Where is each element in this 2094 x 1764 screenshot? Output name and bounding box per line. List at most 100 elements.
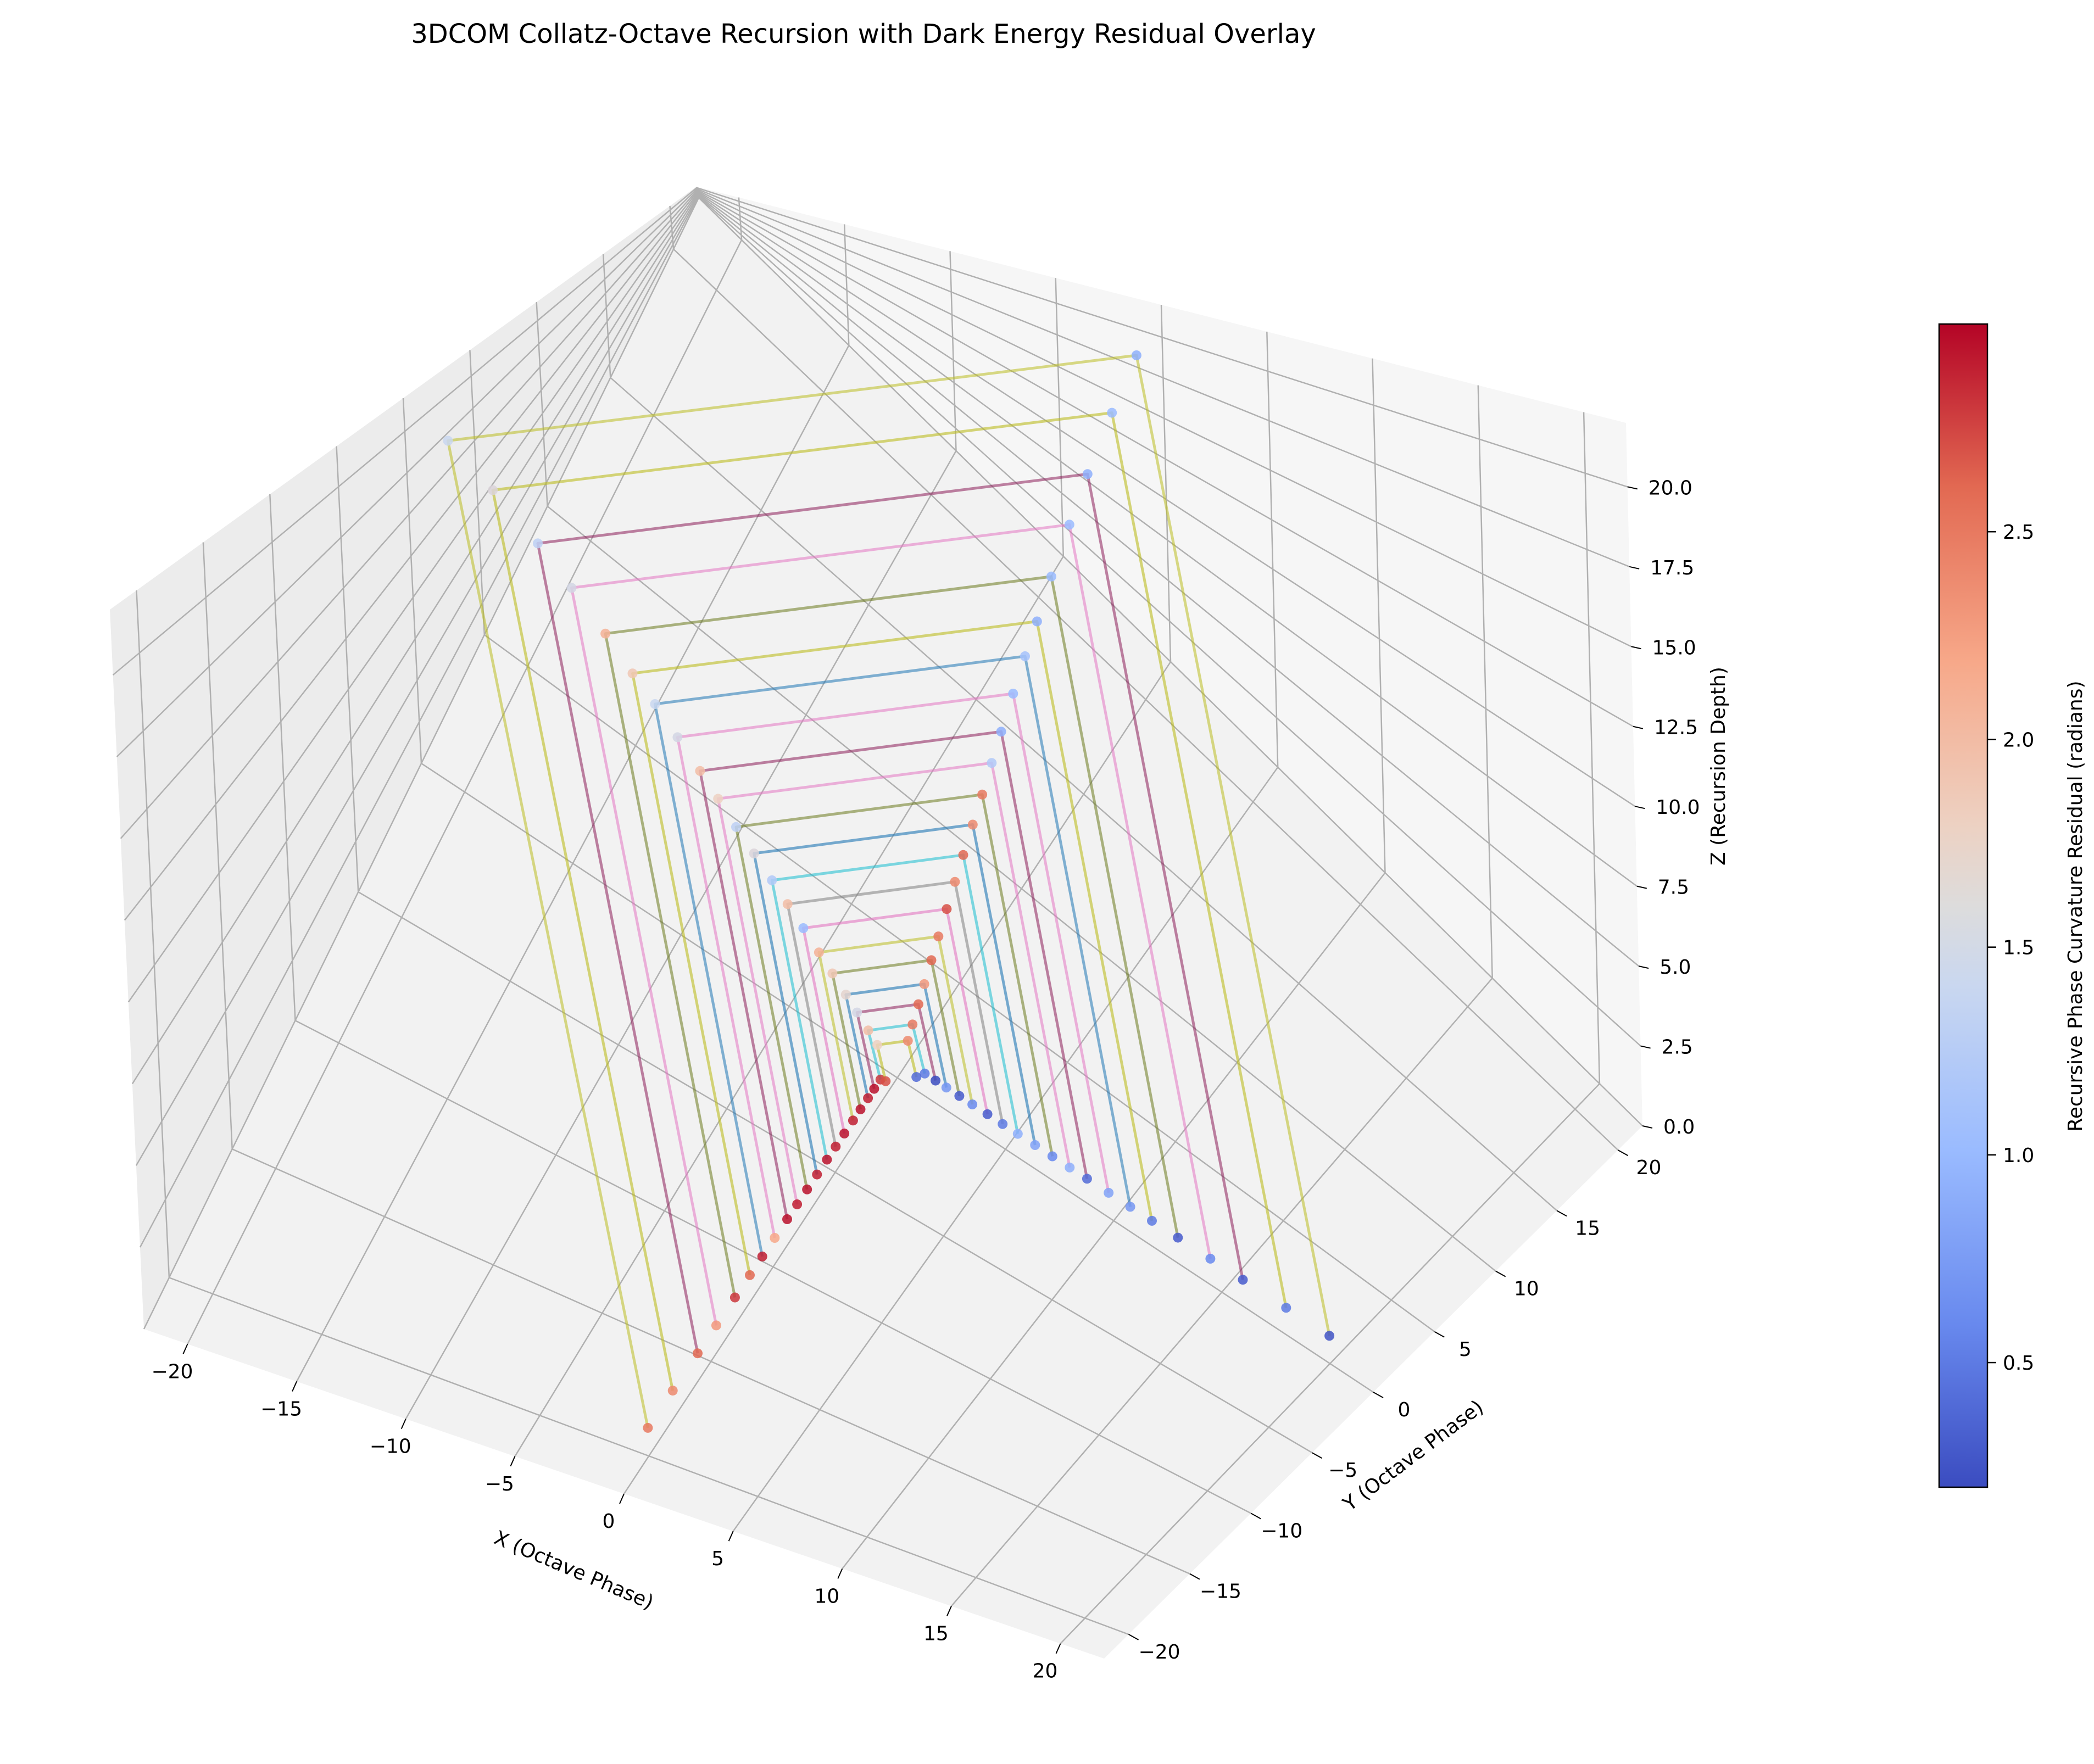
data-point: [627, 668, 638, 679]
data-point: [731, 822, 741, 832]
data-point: [1125, 1202, 1135, 1212]
z-gridline: [131, 193, 1638, 1085]
data-point: [967, 819, 978, 830]
data-point: [782, 1214, 792, 1224]
data-point: [814, 947, 824, 958]
data-point: [913, 999, 923, 1009]
trajectory-line: [676, 692, 1110, 1238]
data-point: [798, 923, 809, 933]
z-tick-mark: [1642, 1125, 1653, 1129]
data-point: [1046, 571, 1056, 582]
z-tick-mark: [1636, 885, 1647, 889]
z-gridline: [116, 188, 1630, 757]
x-tick-mark: [946, 1606, 952, 1616]
colorbar-tick-label: 2.0: [2003, 729, 2034, 751]
trajectory-line: [716, 761, 1071, 1205]
data-point: [1324, 1331, 1335, 1341]
colorbar-tick-label: 0.5: [2003, 1352, 2034, 1375]
data-point: [926, 955, 937, 965]
z-gridline: [127, 192, 1636, 1003]
data-point: [667, 1386, 678, 1396]
x-tick-mark: [728, 1531, 734, 1542]
data-point: [848, 1115, 858, 1126]
y-tick-label: 15: [1575, 1217, 1600, 1240]
data-point: [713, 794, 723, 804]
data-point: [802, 1184, 812, 1194]
y-tick-label: 20: [1636, 1157, 1662, 1179]
x-tick-label: −5: [485, 1473, 514, 1495]
data-point: [942, 904, 952, 914]
data-point: [987, 758, 997, 768]
y-tick-label: −20: [1139, 1641, 1180, 1663]
back-wall-pane: [697, 187, 1642, 1126]
trajectory-line: [753, 823, 1037, 1175]
data-point: [911, 1072, 922, 1082]
z-tick-mark: [1633, 725, 1644, 729]
y-tick-label: 10: [1514, 1278, 1539, 1300]
data-point: [1064, 520, 1074, 530]
data-point: [903, 1036, 913, 1046]
x-tick-label: 0: [603, 1510, 615, 1533]
trajectory-line: [536, 472, 1244, 1354]
trajectory-series: [443, 350, 1335, 1433]
data-point: [907, 1019, 918, 1030]
z-gridline: [143, 196, 1643, 1330]
data-point: [770, 1233, 780, 1243]
trajectory-line: [604, 575, 1179, 1298]
x-tick-label: 10: [814, 1585, 839, 1607]
data-point: [1082, 469, 1093, 479]
x-tick-label: −15: [260, 1398, 302, 1420]
z-gridline: [124, 190, 1634, 921]
z-gridline: [112, 187, 1628, 676]
trajectory-line: [855, 1003, 937, 1090]
x-tick-label: 20: [1033, 1660, 1058, 1683]
x-tick-mark: [292, 1381, 298, 1392]
data-point: [1238, 1275, 1248, 1285]
data-point: [931, 1075, 941, 1086]
trajectory-line: [817, 935, 974, 1121]
data-point: [822, 1154, 832, 1165]
trajectory-line: [734, 793, 1054, 1190]
colorbar-ticks: 0.5 1.0 1.5 2.0 2.5: [1987, 521, 2034, 1375]
data-point: [749, 848, 759, 858]
z-tick-mark: [1631, 646, 1641, 650]
data-point: [600, 628, 611, 639]
data-point: [1281, 1303, 1291, 1313]
data-point: [941, 1082, 951, 1093]
data-point: [840, 990, 851, 1000]
colorbar-tick-label: 1.5: [2003, 937, 2034, 959]
data-point: [855, 1104, 866, 1114]
colorbar-label: Recursive Phase Curvature Residual (radi…: [2064, 680, 2087, 1131]
z-tick-mark: [1635, 806, 1645, 810]
data-point: [881, 1076, 891, 1086]
x-tick-mark: [400, 1419, 406, 1430]
data-point: [1104, 1187, 1114, 1198]
y-tick-mark: [1556, 1210, 1567, 1217]
data-point: [919, 979, 929, 989]
grid-lines: [112, 187, 1643, 1644]
data-point: [998, 1119, 1008, 1129]
z-tick-label: 7.5: [1658, 877, 1689, 899]
data-point: [1030, 1140, 1040, 1150]
data-point: [863, 1025, 873, 1036]
trajectory-line: [698, 730, 1089, 1220]
y-tick-label: 0: [1398, 1399, 1411, 1421]
z-tick-label: 12.5: [1654, 717, 1698, 739]
y-tick-label: −10: [1261, 1520, 1302, 1542]
data-point: [812, 1169, 822, 1180]
data-point: [757, 1251, 767, 1261]
x-tick-mark: [510, 1456, 516, 1467]
y-tick-mark: [1617, 1149, 1628, 1156]
data-point: [1047, 1151, 1057, 1162]
y-tick-mark: [1189, 1573, 1200, 1580]
data-point: [872, 1040, 882, 1050]
data-point: [933, 931, 944, 942]
data-point: [767, 875, 777, 885]
x-tick-label: −20: [151, 1360, 193, 1383]
x-tick-mark: [1055, 1643, 1061, 1654]
axis-ticks: −20−15−10−505101520−20−15−10−5051015200.…: [151, 477, 1700, 1682]
data-point: [1012, 1129, 1023, 1139]
z-tick-mark: [1629, 566, 1640, 570]
data-point: [839, 1129, 850, 1138]
